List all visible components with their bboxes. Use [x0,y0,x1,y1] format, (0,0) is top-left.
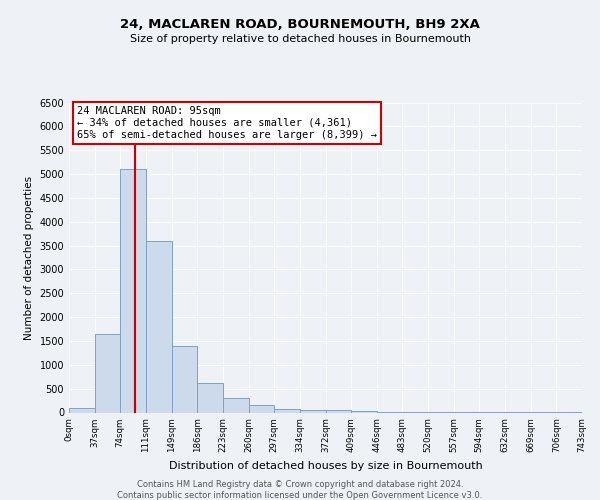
Bar [274,408,299,412]
Bar [352,411,377,412]
Bar [95,334,120,412]
Text: Size of property relative to detached houses in Bournemouth: Size of property relative to detached ho… [130,34,470,44]
Bar [326,410,352,412]
Bar [172,346,197,412]
Bar [223,398,248,412]
Bar [146,241,172,412]
Bar [299,410,326,412]
Bar [120,170,146,412]
Y-axis label: Number of detached properties: Number of detached properties [24,176,34,340]
Bar [69,408,95,412]
Bar [248,406,274,412]
Text: Contains HM Land Registry data © Crown copyright and database right 2024.: Contains HM Land Registry data © Crown c… [137,480,463,489]
Text: 24, MACLAREN ROAD, BOURNEMOUTH, BH9 2XA: 24, MACLAREN ROAD, BOURNEMOUTH, BH9 2XA [120,18,480,30]
Text: 24 MACLAREN ROAD: 95sqm
← 34% of detached houses are smaller (4,361)
65% of semi: 24 MACLAREN ROAD: 95sqm ← 34% of detache… [77,106,377,140]
Text: Contains public sector information licensed under the Open Government Licence v3: Contains public sector information licen… [118,491,482,500]
X-axis label: Distribution of detached houses by size in Bournemouth: Distribution of detached houses by size … [169,460,482,470]
Bar [197,383,223,412]
